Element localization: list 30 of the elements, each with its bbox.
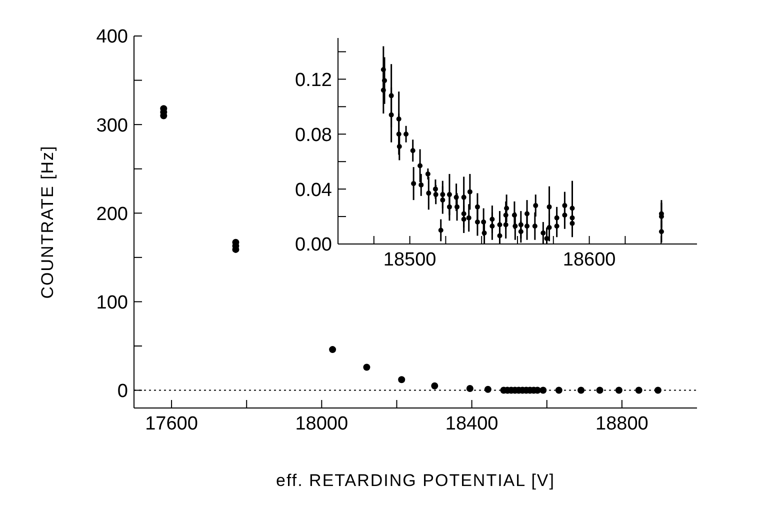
x-tick-label: 17600: [145, 413, 198, 434]
y-tick-label: 400: [96, 26, 128, 48]
point: [654, 386, 662, 394]
point: [398, 376, 406, 384]
y-axis-title: COUNTRATE [Hz]: [38, 145, 58, 299]
x-tick-label: 18500: [383, 249, 436, 270]
y-tick-label: 200: [96, 204, 128, 225]
x-tick-label: 18800: [596, 413, 648, 434]
y-tick-label: 0.08: [295, 124, 332, 146]
point: [596, 386, 604, 394]
y-tick-label: 100: [96, 292, 128, 314]
x-tick-label: 18400: [445, 413, 498, 434]
point: [484, 386, 492, 393]
point: [363, 364, 370, 371]
point: [540, 386, 547, 394]
x-tick-label: 18600: [562, 249, 616, 270]
y-tick-label: 0.00: [295, 234, 332, 256]
point: [466, 385, 474, 392]
point: [615, 386, 622, 394]
y-tick-label: 0.04: [295, 180, 332, 201]
y-tick-label: 0: [117, 381, 128, 402]
point: [431, 382, 438, 390]
point: [635, 386, 642, 394]
x-tick-label: 18000: [295, 413, 348, 434]
point: [329, 346, 336, 354]
point: [578, 386, 585, 394]
y-tick-label: 0.12: [295, 70, 332, 91]
y-tick-label: 300: [96, 115, 128, 136]
point: [555, 386, 562, 394]
x-axis-title: eff. RETARDING POTENTIAL [V]: [276, 471, 555, 490]
